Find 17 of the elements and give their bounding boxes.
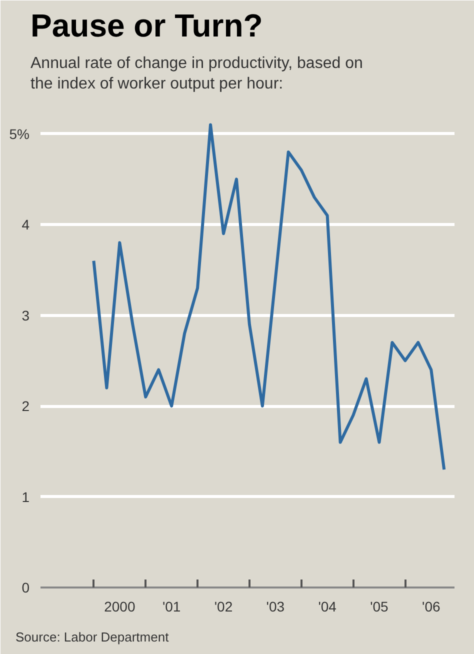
x-tick-label: '04	[318, 598, 337, 614]
chart-title: Pause or Turn?	[30, 8, 263, 44]
y-tick-label: 3	[22, 307, 30, 324]
y-tick-label: 5%	[9, 126, 30, 142]
x-tick-label: '05	[370, 598, 389, 614]
y-tick-label: 0	[22, 580, 30, 596]
y-tick-label: 1	[22, 488, 30, 505]
y-tick-label: 4	[22, 216, 30, 233]
x-tick-label: '01	[162, 598, 181, 614]
chart-subtitle: Annual rate of change in productivity, based on the index of worker output per hour:	[30, 55, 363, 92]
line-series	[92, 123, 446, 472]
source-note: Source: Labor Department	[16, 630, 170, 644]
y-tick-label: 2	[22, 398, 30, 414]
x-tick-label: '03	[266, 598, 285, 614]
x-tick-label: '06	[422, 598, 440, 614]
x-tick-label: '02	[214, 598, 233, 614]
x-tick-label: 2000	[104, 598, 136, 614]
